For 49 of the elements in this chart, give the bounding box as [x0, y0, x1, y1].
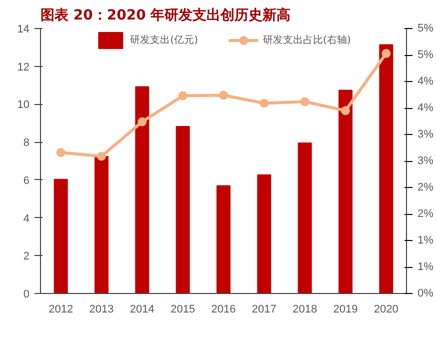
point — [341, 106, 350, 116]
x-tick-label: 2019 — [333, 304, 358, 316]
y2-tick-label: 3% — [418, 128, 434, 140]
y-tick-label: 10 — [17, 99, 30, 112]
y2-tick-label: 4% — [418, 76, 434, 88]
y-tick-label: 8 — [23, 137, 30, 150]
y-tick-label: 4 — [23, 212, 30, 225]
y-tick-label: 0 — [23, 288, 30, 300]
bar — [135, 86, 150, 294]
point — [260, 98, 269, 108]
y-tick-label: 6 — [23, 174, 30, 187]
x-tick-label: 2018 — [292, 304, 318, 316]
point — [178, 91, 188, 100]
point — [97, 152, 106, 161]
bar — [54, 178, 68, 294]
point — [382, 48, 391, 58]
y-tick-label: 2 — [23, 250, 30, 263]
point — [138, 117, 147, 126]
bar — [379, 44, 394, 294]
bar — [176, 126, 190, 294]
y2-tick-label: 1% — [418, 234, 434, 246]
x-tick-label: 2017 — [252, 304, 276, 316]
point — [219, 90, 228, 100]
y-tick-label: 12 — [17, 61, 30, 74]
x-tick-label: 2014 — [130, 304, 154, 316]
x-tick-label: 2015 — [170, 304, 196, 316]
bar — [94, 156, 109, 294]
point — [56, 148, 66, 158]
x-tick-label: 2012 — [48, 304, 74, 316]
y2-tick-label: 5% — [418, 49, 434, 61]
y2-tick-label: 2% — [418, 208, 434, 220]
bar — [216, 185, 231, 294]
bar — [338, 90, 353, 294]
y2-tick-label: 3% — [418, 155, 434, 167]
y2-tick-label: 0% — [418, 288, 434, 300]
chart-title: 图表 20：2020 年研发支出创历史新高 — [40, 6, 291, 24]
y2-tick-label: 4% — [418, 102, 434, 114]
x-tick-label: 2016 — [211, 304, 236, 316]
y2-tick-label: 2% — [418, 182, 434, 194]
legend-label: 研发支出占比(右轴) — [263, 34, 351, 47]
x-tick-label: 2020 — [374, 304, 398, 316]
y2-tick-label: 1% — [418, 261, 434, 273]
y2-tick-label: 5% — [418, 22, 434, 34]
point — [300, 97, 310, 106]
y-tick-label: 14 — [17, 24, 30, 36]
bar — [298, 142, 312, 294]
legend-label: 研发支出(亿元) — [130, 34, 198, 47]
bar — [257, 174, 272, 294]
x-tick-label: 2013 — [89, 304, 114, 316]
